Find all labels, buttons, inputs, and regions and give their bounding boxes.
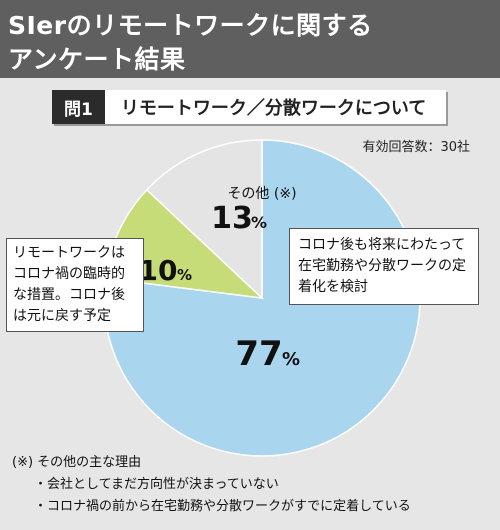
footnotes: (※) その他の主な理由 ・会社としてまだ方向性が決まっていない ・コロナ禍の前… (12, 452, 411, 518)
title-banner: SIerのリモートワークに関する アンケート結果 (0, 0, 500, 78)
small-slice-value: 10 (139, 254, 178, 287)
title-line-2: アンケート結果 (8, 45, 186, 74)
slice-other (145, 139, 263, 300)
question-number: 問1 (52, 90, 105, 124)
large-slice-value: 77 (235, 334, 282, 374)
title-line-1: SIerのリモートワークに関する (8, 11, 373, 40)
callout-small-slice: リモートワークはコロナ禍の臨時的な措置。コロナ後は元に戻す予定 (6, 238, 144, 332)
large-slice-unit: % (282, 349, 300, 370)
other-slice-value: 13 (211, 201, 253, 236)
footnote-heading: (※) その他の主な理由 (12, 455, 142, 470)
footnote-item: ・コロナ禍の前から在宅勤務や分散ワークがすでに定着している (34, 499, 411, 514)
question-banner: 問1 リモートワーク／分散ワークについて (52, 90, 447, 124)
respondent-count: 有効回答数：30社 (362, 140, 470, 155)
callout-large-slice: コロナ後も将来にわたって在宅勤務や分散ワークの定着化を検討 (289, 228, 479, 305)
other-slice-unit: % (251, 213, 267, 232)
question-text: リモートワーク／分散ワークについて (104, 90, 447, 124)
small-slice-unit: % (177, 266, 192, 284)
footnote-item: ・会社としてまだ方向性が決まっていない (34, 477, 279, 492)
slice-large (103, 139, 421, 457)
other-slice-name: その他 (※) (227, 186, 296, 202)
